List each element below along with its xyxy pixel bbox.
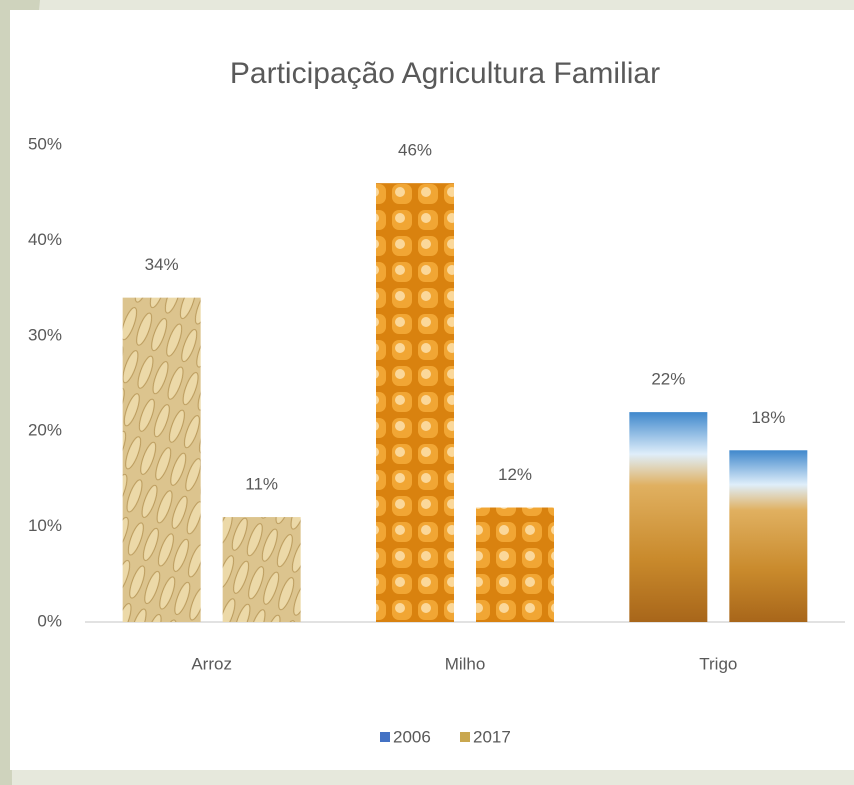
bar bbox=[122, 297, 201, 622]
y-tick-label: 40% bbox=[28, 230, 62, 249]
y-tick-label: 30% bbox=[28, 325, 62, 344]
bar bbox=[729, 450, 808, 622]
legend-label: 2017 bbox=[473, 727, 511, 746]
value-label: 12% bbox=[498, 465, 532, 484]
legend-label: 2006 bbox=[393, 727, 431, 746]
bar bbox=[476, 507, 554, 622]
value-label: 18% bbox=[751, 408, 785, 427]
value-label: 46% bbox=[398, 141, 432, 160]
value-label: 22% bbox=[651, 370, 685, 389]
bar bbox=[376, 183, 454, 622]
legend-swatch bbox=[460, 732, 470, 742]
y-tick-label: 20% bbox=[28, 421, 62, 440]
y-tick-label: 50% bbox=[28, 134, 62, 153]
x-tick-label: Milho bbox=[445, 654, 486, 673]
y-tick-label: 10% bbox=[28, 516, 62, 535]
chart-title: Participação Agricultura Familiar bbox=[230, 57, 660, 90]
x-tick-label: Trigo bbox=[699, 654, 737, 673]
bar bbox=[222, 517, 301, 622]
legend-swatch bbox=[380, 732, 390, 742]
bar bbox=[629, 412, 708, 622]
x-tick-label: Arroz bbox=[191, 654, 232, 673]
value-label: 34% bbox=[145, 255, 179, 274]
y-tick-label: 0% bbox=[37, 611, 62, 630]
value-label: 11% bbox=[245, 475, 278, 494]
